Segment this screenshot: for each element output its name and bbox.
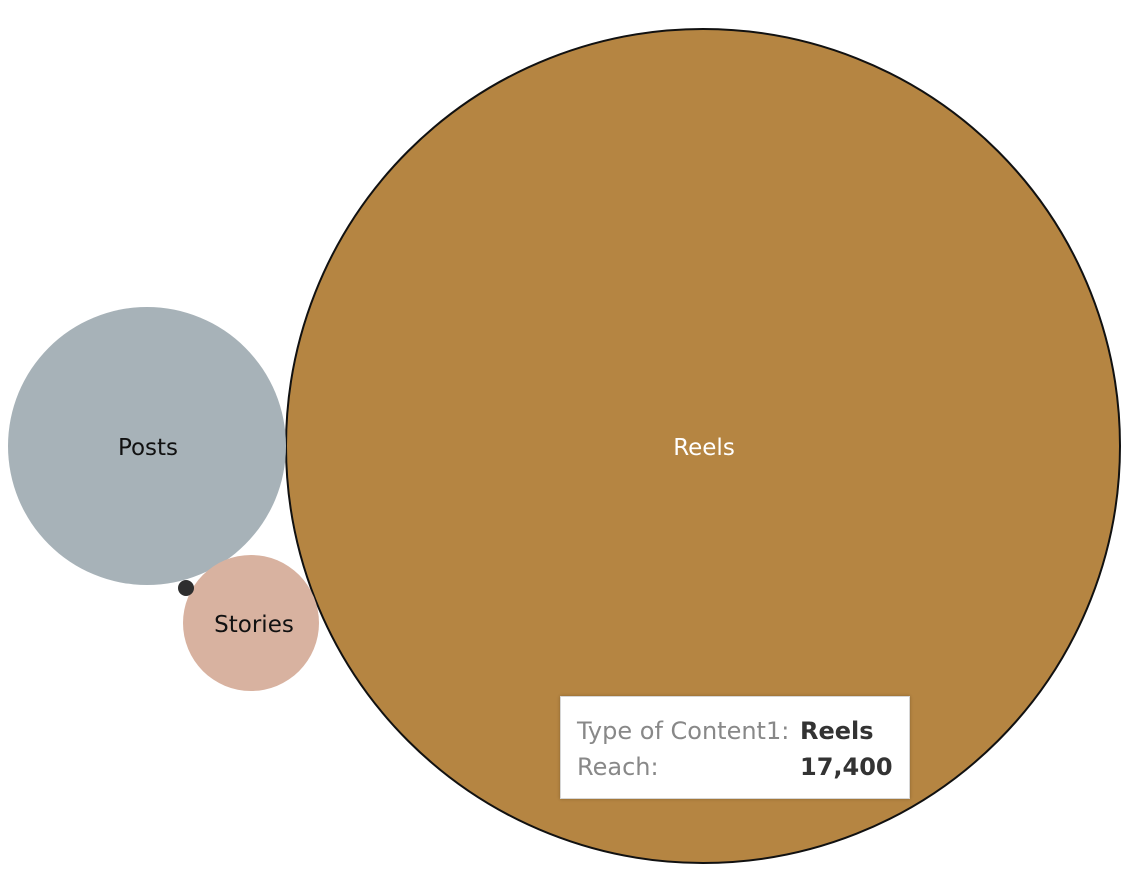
bubble-posts-label: Posts [118,435,178,461]
bubble-posts[interactable] [8,307,286,585]
tooltip-type-value: Reels [800,717,874,745]
tooltip-reach-key: Reach: [577,753,659,781]
bubble-stories-label: Stories [214,612,294,638]
tooltip-row-type: Type of Content1: Reels [577,714,899,748]
bubble-stories[interactable] [183,555,319,691]
tooltip-type-key: Type of Content1: [577,717,790,745]
bubble-reels-label: Reels [673,435,735,461]
tooltip-reach-value: 17,400 [800,753,893,781]
bubble-selected-marker[interactable] [178,580,194,596]
tooltip-row-reach: Reach: 17,400 [577,750,899,784]
tooltip: Type of Content1: Reels Reach: 17,400 [560,696,910,799]
